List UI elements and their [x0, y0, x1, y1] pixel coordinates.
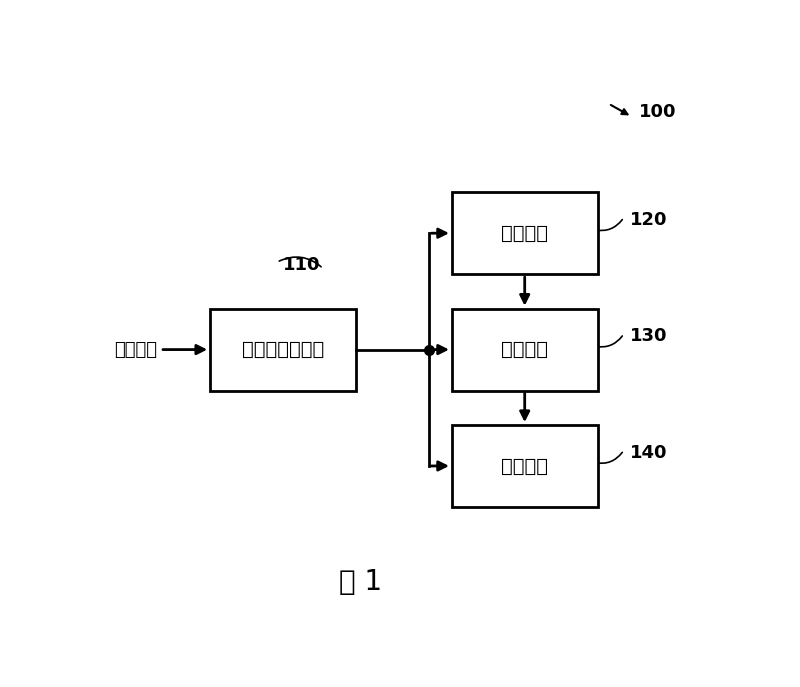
Bar [452, 308, 598, 391]
Bar [210, 308, 356, 391]
Text: 图 1: 图 1 [339, 568, 382, 596]
Text: 130: 130 [630, 327, 667, 346]
Text: 前沿组件: 前沿组件 [501, 224, 548, 243]
Text: 确认组件: 确认组件 [501, 340, 548, 359]
Text: 输入采样: 输入采样 [114, 341, 157, 359]
Text: 110: 110 [283, 256, 320, 274]
Bar [452, 192, 598, 274]
Bar [452, 425, 598, 507]
Text: 140: 140 [630, 444, 667, 462]
Text: 延迟相关器组件: 延迟相关器组件 [242, 340, 324, 359]
Text: 120: 120 [630, 211, 667, 229]
Text: 100: 100 [639, 102, 677, 120]
Text: 后沿组件: 后沿组件 [501, 456, 548, 475]
